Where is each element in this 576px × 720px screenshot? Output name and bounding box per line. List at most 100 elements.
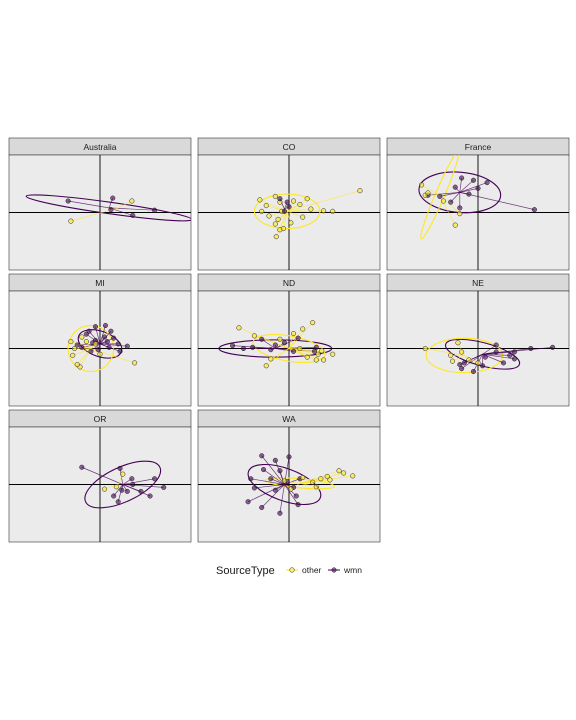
point-other bbox=[272, 221, 278, 227]
point-wmn bbox=[286, 454, 292, 460]
point-wmn bbox=[295, 335, 301, 341]
spider-line-wmn bbox=[81, 466, 123, 485]
point-wmn bbox=[272, 457, 278, 463]
point-wmn bbox=[260, 467, 267, 473]
spider-line-wmn bbox=[459, 188, 479, 193]
legend-entry-label: wmn bbox=[343, 565, 362, 575]
point-wmn bbox=[277, 196, 283, 202]
point-wmn bbox=[106, 344, 112, 350]
point-wmn bbox=[230, 343, 236, 349]
point-other bbox=[263, 203, 269, 209]
point-wmn bbox=[291, 348, 297, 354]
spider-line-wmn bbox=[275, 347, 317, 349]
point-other bbox=[97, 351, 103, 357]
point-other bbox=[273, 234, 279, 240]
point-wmn bbox=[511, 349, 517, 355]
point-wmn bbox=[115, 341, 121, 347]
plot-content bbox=[9, 291, 191, 406]
point-wmn bbox=[111, 493, 117, 499]
point-other bbox=[313, 484, 319, 490]
point-wmn bbox=[117, 348, 123, 354]
point-other bbox=[310, 479, 316, 485]
spider-line-wmn bbox=[122, 478, 155, 485]
point-other bbox=[120, 471, 126, 477]
legend-entry-label: other bbox=[302, 565, 322, 575]
spider-line-wmn bbox=[482, 348, 531, 355]
point-wmn bbox=[74, 342, 80, 348]
spider-line-other bbox=[270, 348, 290, 360]
spider-line-wmn bbox=[99, 343, 128, 347]
point-other bbox=[350, 473, 356, 479]
spider-line-other bbox=[275, 211, 288, 237]
point-wmn bbox=[108, 328, 114, 334]
spider-line-wmn bbox=[95, 326, 101, 344]
spider-line-wmn bbox=[482, 353, 510, 356]
spider-line-other bbox=[421, 184, 440, 196]
facet-panel-australia: Australia bbox=[8, 137, 192, 271]
point-other bbox=[449, 358, 456, 364]
point-other bbox=[297, 345, 303, 352]
point-wmn bbox=[79, 464, 85, 470]
ellipse-wmn bbox=[25, 194, 191, 222]
plot-content bbox=[387, 155, 569, 270]
point-wmn bbox=[272, 342, 278, 348]
point-wmn bbox=[161, 484, 167, 490]
point-other bbox=[425, 190, 431, 196]
legend-key-point bbox=[289, 567, 295, 573]
point-other bbox=[257, 197, 263, 203]
point-wmn bbox=[457, 362, 463, 368]
ellipse-wmn bbox=[218, 339, 333, 358]
plot-content bbox=[9, 155, 191, 270]
point-other bbox=[457, 211, 463, 217]
point-wmn bbox=[493, 342, 499, 348]
point-wmn bbox=[92, 324, 98, 330]
plot-content bbox=[387, 291, 569, 406]
point-wmn bbox=[484, 180, 490, 186]
point-other bbox=[288, 220, 294, 226]
point-wmn bbox=[147, 493, 153, 499]
point-other bbox=[466, 357, 472, 363]
point-other bbox=[132, 360, 138, 366]
point-other bbox=[315, 351, 321, 357]
point-other bbox=[277, 336, 283, 342]
point-other bbox=[68, 218, 74, 224]
point-other bbox=[70, 352, 76, 358]
point-other bbox=[310, 320, 316, 326]
point-wmn bbox=[79, 344, 85, 350]
facet-strip-label: MI bbox=[95, 278, 104, 288]
point-other bbox=[263, 363, 269, 369]
point-wmn bbox=[102, 334, 108, 340]
point-other bbox=[336, 468, 342, 474]
point-wmn bbox=[130, 212, 136, 218]
point-other bbox=[300, 214, 306, 220]
point-wmn bbox=[268, 476, 274, 482]
point-wmn bbox=[119, 487, 125, 493]
point-other bbox=[268, 356, 274, 362]
ellipse-wmn bbox=[247, 463, 322, 506]
spider-line-wmn bbox=[250, 478, 285, 485]
spider-line-wmn bbox=[459, 182, 488, 193]
point-other bbox=[319, 348, 325, 354]
point-other bbox=[300, 475, 306, 481]
legend: SourceType other wmn bbox=[216, 565, 362, 577]
point-wmn bbox=[86, 328, 92, 334]
point-other bbox=[475, 360, 481, 366]
legend-title: SourceType bbox=[216, 565, 275, 577]
point-other bbox=[275, 216, 281, 222]
spider-line-wmn bbox=[439, 192, 460, 197]
point-wmn bbox=[152, 476, 158, 482]
point-wmn bbox=[511, 356, 517, 362]
spider-line-other bbox=[287, 190, 361, 212]
point-wmn bbox=[281, 340, 288, 346]
point-wmn bbox=[528, 345, 534, 352]
point-wmn bbox=[115, 499, 121, 505]
point-other bbox=[291, 331, 297, 337]
facet-panels: Australia CO France MI ND NE OR WA bbox=[8, 137, 570, 543]
point-other bbox=[327, 477, 333, 483]
point-other bbox=[300, 326, 306, 332]
point-other bbox=[304, 354, 310, 360]
spider-line-wmn bbox=[459, 180, 474, 193]
point-wmn bbox=[259, 504, 265, 511]
point-other bbox=[74, 362, 80, 368]
